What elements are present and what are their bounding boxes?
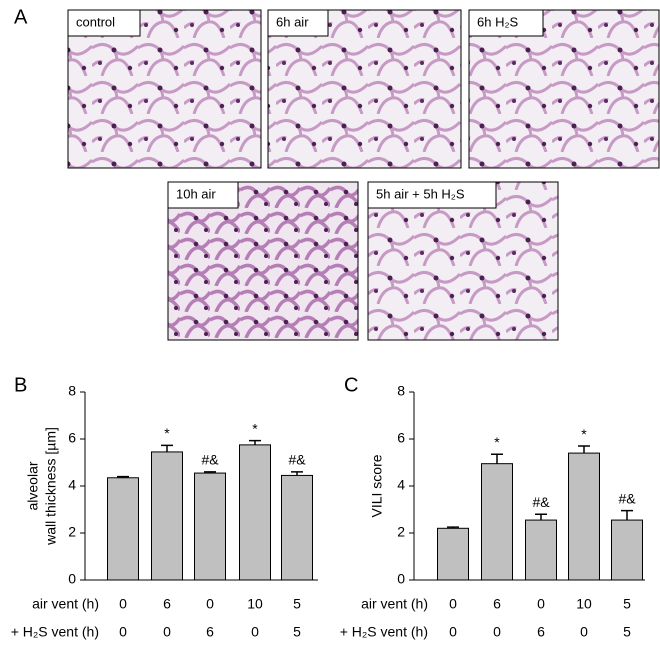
row-value: 0 [251, 624, 259, 640]
panel-label: A [14, 6, 28, 28]
micrograph: 5h air + 5h H₂S [367, 181, 559, 341]
y-tick-label: 8 [397, 383, 405, 399]
row-label: air vent (h) [361, 596, 428, 612]
image-label: 6h air [276, 14, 309, 29]
error-bar [447, 526, 459, 529]
bar [194, 472, 226, 581]
annotation: * [494, 434, 500, 450]
y-tick-label: 6 [397, 430, 405, 446]
row-value: 5 [623, 596, 631, 612]
bar [437, 527, 469, 581]
bar [481, 463, 513, 581]
annotation: #& [532, 494, 550, 510]
row-value: 0 [119, 596, 127, 612]
error-bar [161, 444, 173, 452]
y-tick-label: 2 [397, 524, 405, 540]
error-bar [291, 471, 303, 476]
micrograph: 10h air [167, 181, 359, 341]
row-value: 0 [163, 624, 171, 640]
error-bar [491, 453, 503, 464]
row-value: 6 [493, 596, 501, 612]
row-value: 10 [247, 596, 263, 612]
bar [611, 519, 643, 581]
panel-label: B [14, 374, 27, 396]
error-bar [249, 439, 261, 445]
bar [239, 444, 271, 581]
bar [107, 477, 139, 581]
row-label: + H₂S vent (h) [11, 624, 99, 640]
error-bar [578, 445, 590, 454]
error-bar [621, 509, 633, 521]
row-value: 0 [119, 624, 127, 640]
row-value: 0 [537, 596, 545, 612]
annotation: #& [201, 452, 219, 468]
error-bar [535, 513, 547, 521]
row-value: 5 [623, 624, 631, 640]
y-tick-label: 0 [68, 571, 76, 587]
image-label: 10h air [176, 186, 216, 201]
row-value: 0 [449, 624, 457, 640]
row-value: 5 [293, 596, 301, 612]
y-tick-label: 4 [397, 477, 405, 493]
y-tick-label: 2 [68, 524, 76, 540]
row-label: + H₂S vent (h) [340, 624, 428, 640]
error-bar [204, 471, 216, 474]
annotation: #& [618, 490, 636, 506]
row-value: 5 [293, 624, 301, 640]
row-value: 0 [493, 624, 501, 640]
panel-label: C [344, 374, 358, 396]
micrograph: control [67, 9, 262, 169]
row-value: 6 [537, 624, 545, 640]
bar [151, 451, 183, 581]
y-axis-label: wall thickness [µm] [43, 427, 59, 546]
y-tick-label: 0 [397, 571, 405, 587]
annotation: * [164, 425, 170, 441]
image-label: control [76, 14, 115, 29]
bar [281, 474, 313, 581]
annotation: * [581, 426, 587, 442]
image-label: 5h air + 5h H₂S [376, 186, 465, 201]
image-label: 6h H₂S [477, 14, 519, 29]
row-value: 10 [576, 596, 592, 612]
y-axis-label: alveolar [25, 461, 41, 510]
bar [568, 452, 600, 581]
row-value: 0 [206, 596, 214, 612]
row-label: air vent (h) [32, 596, 99, 612]
y-tick-label: 8 [68, 383, 76, 399]
y-tick-label: 6 [68, 430, 76, 446]
row-value: 6 [206, 624, 214, 640]
row-value: 0 [449, 596, 457, 612]
row-value: 0 [580, 624, 588, 640]
row-value: 6 [163, 596, 171, 612]
annotation: * [252, 420, 258, 436]
y-tick-label: 4 [68, 477, 76, 493]
micrograph: 6h H₂S [468, 9, 660, 169]
y-axis-label: VILI score [369, 454, 385, 517]
bar [525, 519, 557, 581]
annotation: #& [288, 452, 306, 468]
micrograph: 6h air [267, 9, 462, 169]
error-bar [117, 475, 129, 478]
